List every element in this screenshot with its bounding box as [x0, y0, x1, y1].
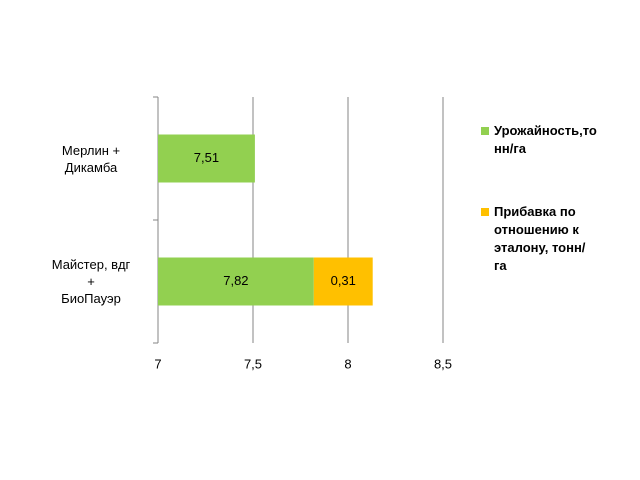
bar — [158, 257, 314, 306]
legend-label: Урожайность,тонн/га — [494, 123, 597, 156]
value-label: 7,82 — [223, 273, 248, 288]
x-tick-label: 7 — [154, 356, 161, 371]
x-tick-label: 7,5 — [244, 356, 262, 371]
legend-label: Прибавка по отношению к эталону, тонн/га — [494, 204, 586, 273]
y-tick-label: Майстер, вдг + БиоПауэр — [51, 257, 131, 306]
value-label: 0,31 — [331, 273, 356, 288]
x-tick-label: 8 — [344, 356, 351, 371]
y-tick-label: Мерлин + Дикамба — [61, 142, 121, 175]
bar — [158, 134, 255, 183]
bar — [313, 257, 373, 306]
legend-swatch — [481, 127, 489, 135]
legend-swatch — [481, 208, 489, 216]
value-label: 7,51 — [194, 150, 219, 165]
x-tick-label: 8,5 — [434, 356, 452, 371]
